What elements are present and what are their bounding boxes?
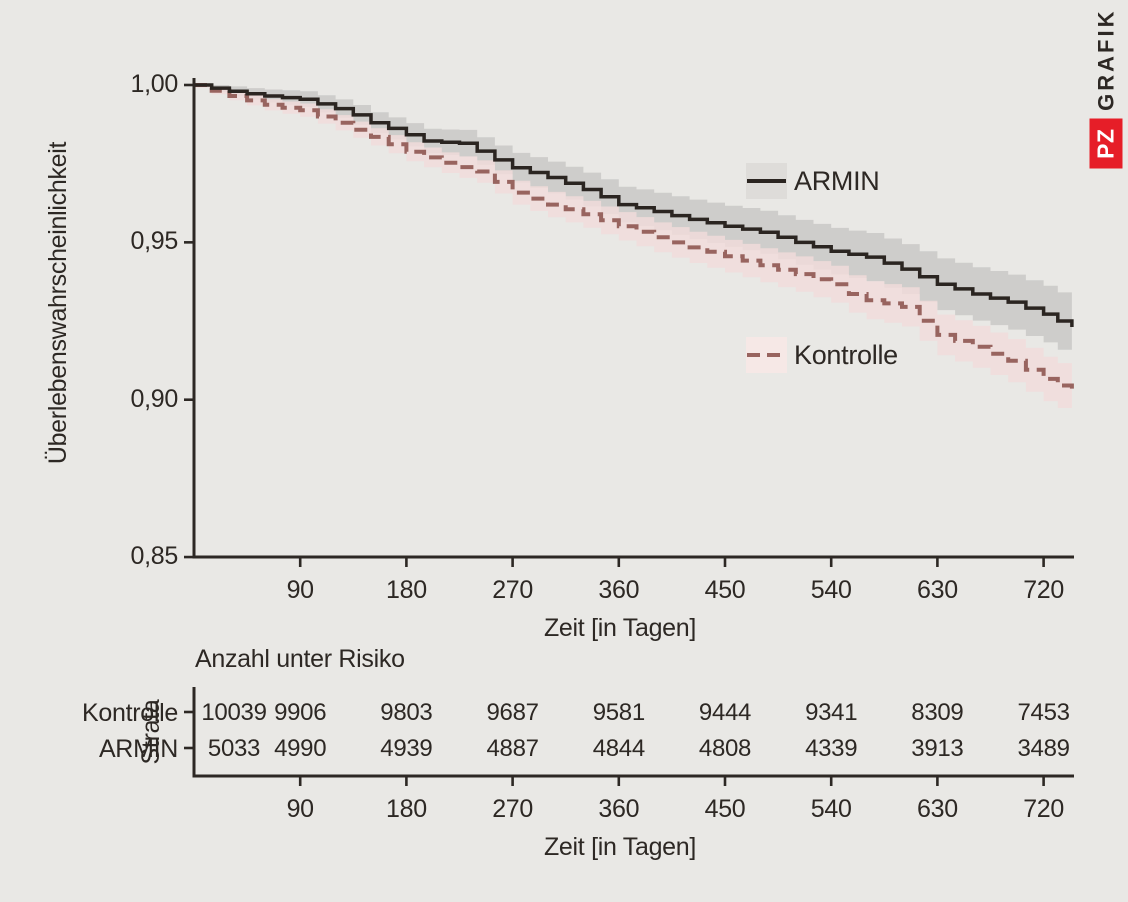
x-tick-label: 450 — [704, 576, 746, 604]
x-tick-label: 90 — [286, 576, 315, 604]
x-tick-label: 270 — [492, 576, 533, 604]
x-tick-label: 180 — [385, 576, 427, 604]
confidence-band-kontrolle — [194, 85, 1072, 415]
risk-x-tick-label: 450 — [704, 795, 746, 823]
legend-item-kontrolle: Kontrolle — [746, 337, 898, 373]
legend-label-armin: ARMIN — [794, 165, 880, 196]
y-tick-label: 1,00 — [130, 70, 179, 98]
kontrolle-line-swatch — [746, 337, 787, 373]
risk-count: 4339 — [805, 735, 858, 762]
risk-count: 8309 — [911, 699, 964, 726]
x-tick-label: 720 — [1023, 576, 1064, 604]
risk-count: 4939 — [380, 735, 433, 762]
risk-count: 9803 — [380, 699, 433, 726]
risk-count: 10039 — [201, 699, 267, 726]
armin-solid-line-icon — [747, 179, 786, 183]
legend-item-armin: ARMIN — [746, 163, 880, 199]
risk-x-tick-label: 180 — [385, 795, 427, 823]
x-tick-label: 360 — [598, 576, 640, 604]
risk-count: 4808 — [698, 735, 752, 762]
risk-x-tick-label: 540 — [810, 795, 852, 823]
x-tick-label: 540 — [810, 576, 852, 604]
risk-x-tick-label: 270 — [492, 795, 533, 823]
kontrolle-dashed-line-icon — [747, 353, 786, 357]
y-tick-label: 0,85 — [130, 542, 179, 571]
risk-count: 9906 — [274, 699, 327, 726]
risk-count: 4887 — [486, 735, 539, 762]
pz-logo-badge: PZ — [1089, 118, 1123, 169]
risk-count: 4844 — [592, 735, 646, 762]
logo-brand-text: GRAFIK — [1093, 8, 1118, 111]
pz-grafik-logo: PZ GRAFIK — [1089, 8, 1123, 169]
risk-count: 9341 — [805, 699, 858, 726]
risk-count: 9687 — [486, 699, 539, 726]
y-tick-label: 0,90 — [130, 384, 179, 413]
risk-count: 3913 — [911, 735, 964, 762]
y-tick-label: 0,95 — [130, 227, 179, 256]
risk-x-tick-label: 720 — [1023, 795, 1064, 823]
armin-line-swatch — [746, 163, 787, 199]
risk-x-tick-label: 90 — [286, 795, 315, 823]
risk-table-title: Anzahl unter Risiko — [195, 645, 405, 673]
risk-x-axis-title: Zeit [in Tagen] — [543, 833, 697, 861]
risk-count: 3489 — [1017, 735, 1070, 762]
risk-count: 5033 — [207, 735, 261, 762]
risk-table-axes — [192, 687, 1074, 778]
legend-label-kontrolle: Kontrolle — [794, 339, 898, 370]
risk-x-tick-label: 360 — [598, 795, 640, 823]
risk-row-label-armin: ARMIN — [98, 735, 178, 763]
risk-count: 9581 — [592, 699, 646, 726]
survival-curve-kontrolle — [194, 83, 1074, 392]
risk-count: 4990 — [274, 735, 327, 762]
x-axis-title: Zeit [in Tagen] — [543, 614, 697, 642]
risk-count: 9444 — [698, 699, 752, 726]
x-tick-label: 630 — [916, 576, 958, 604]
y-axis-title: Überlebenswahrscheinlichkeit — [44, 141, 72, 465]
risk-row-label-kontrolle: Kontrolle — [82, 699, 178, 727]
survival-curve-armin — [194, 83, 1074, 327]
risk-x-tick-label: 630 — [916, 795, 958, 823]
risk-count: 7453 — [1017, 699, 1070, 726]
